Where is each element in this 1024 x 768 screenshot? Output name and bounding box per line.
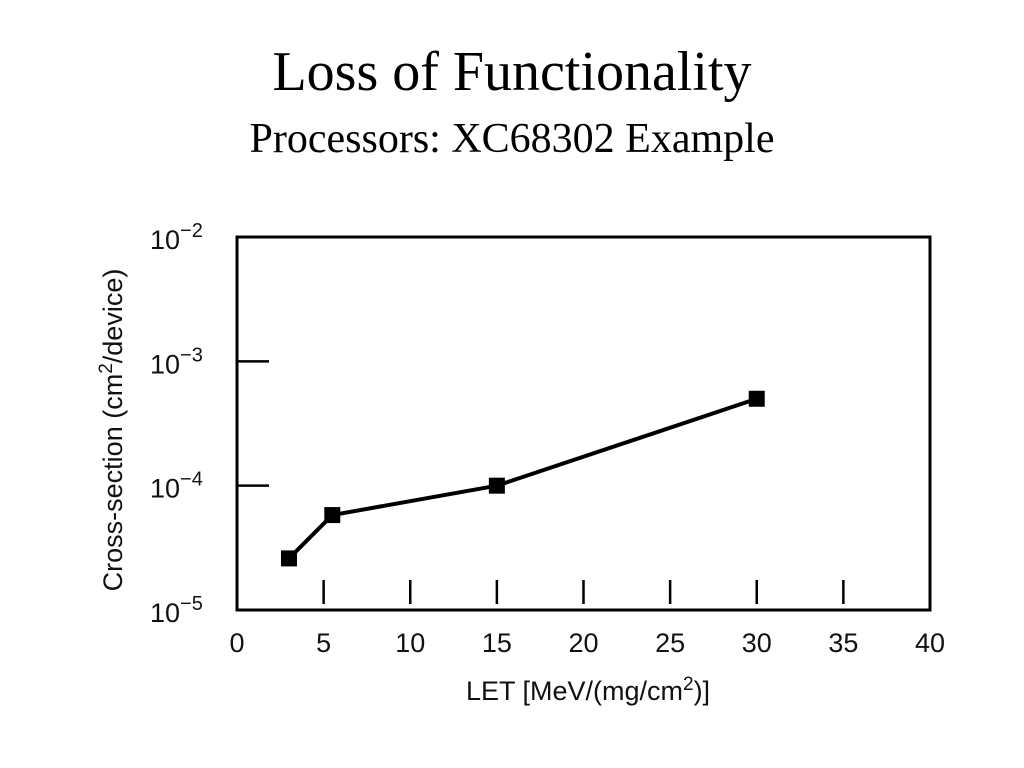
series-layer [280,390,765,567]
x-tick-label: 20 [568,628,598,658]
x-tick-label: 0 [229,628,244,658]
x-tick-label: 15 [482,628,512,658]
plot-frame [235,235,932,612]
x-tick-label: 35 [828,628,858,658]
x-tick-label: 10 [395,628,425,658]
y-tick-label-exponent: −3 [180,344,203,366]
y-axis-label: Cross-section (cm2/device) [96,269,128,592]
y-tick-label: 10−2 [150,220,203,255]
x-axis-ticks: 0 5 10 15 20 25 30 35 40 [229,580,945,658]
x-axis-label-main: LET [MeV/(mg/cm [466,676,683,706]
x-tick-label: 5 [316,628,331,658]
y-tick-label: 10−3 [150,344,203,379]
y-tick-label: 10−5 [150,593,203,628]
y-axis-ticks: 10−210−310−410−5 [150,220,269,628]
y-axis-label-end: /device) [98,269,128,364]
y-tick-label-exponent: −4 [180,469,203,491]
y-tick-label-base: 10 [150,598,180,628]
x-axis-label-superscript: 2 [683,674,694,695]
x-axis-label: LET [MeV/(mg/cm2)] [466,674,710,706]
y-tick-label-exponent: −2 [180,220,203,242]
y-tick-label-base: 10 [150,474,180,504]
y-tick-label: 10−4 [150,469,203,504]
x-tick-label: 30 [742,628,772,658]
slide-subtitle: Processors: XC68302 Example [249,116,775,162]
y-axis-label-main: Cross-section (cm [98,374,128,592]
data-point [280,550,297,567]
y-tick-label-base: 10 [150,349,180,379]
x-tick-label: 25 [655,628,685,658]
data-point [324,507,341,524]
data-point [748,390,765,407]
x-axis-label-end: )] [694,676,711,706]
y-axis-label-superscript: 2 [96,363,117,374]
x-tick-label: 40 [915,628,945,658]
slide-title: Loss of Functionality [272,41,752,103]
series-line [287,396,758,560]
data-point [488,477,505,494]
y-tick-label-base: 10 [150,225,180,255]
y-tick-label-exponent: −5 [180,593,203,615]
